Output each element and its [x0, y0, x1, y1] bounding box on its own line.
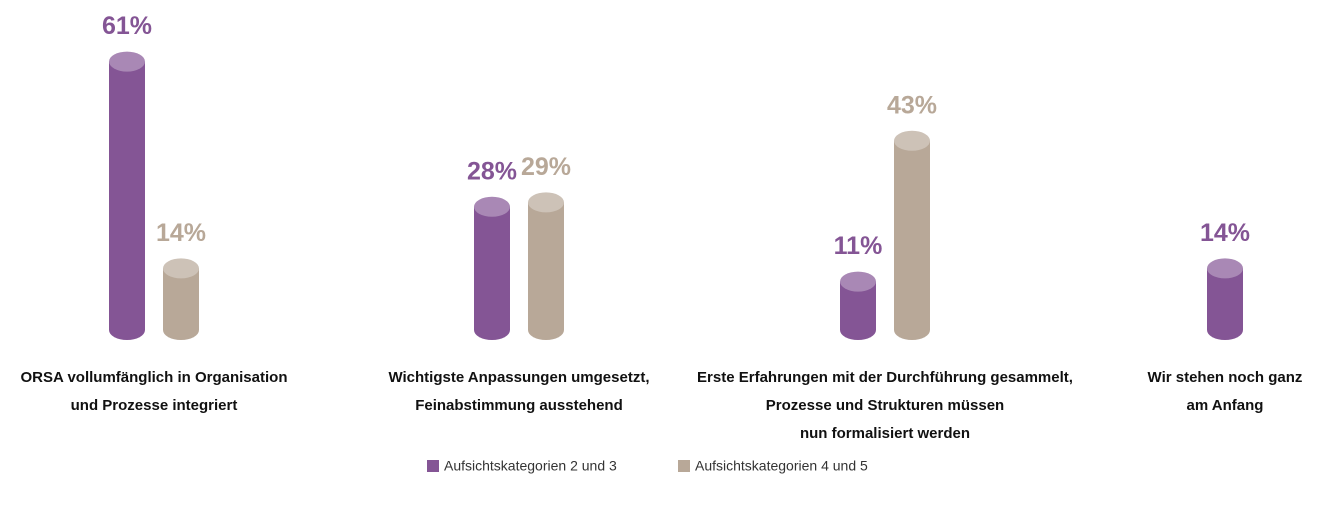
- bar: [528, 192, 564, 340]
- value-label: 29%: [521, 153, 571, 181]
- bar: [894, 130, 930, 340]
- bar-cap: [840, 271, 876, 292]
- x-tick-label: Wir stehen noch ganz: [1148, 369, 1303, 386]
- bar-cap: [894, 130, 930, 151]
- x-tick-label: nun formalisiert werden: [800, 425, 970, 442]
- bar-cap: [109, 51, 145, 72]
- bar: [474, 196, 510, 340]
- bar-body: [163, 268, 199, 340]
- value-label: 14%: [156, 219, 206, 247]
- value-label: 61%: [102, 12, 152, 40]
- bar-cap: [163, 258, 199, 279]
- x-tick-label: Feinabstimmung ausstehend: [415, 397, 623, 414]
- bar: [163, 258, 199, 340]
- bar-body: [894, 140, 930, 340]
- x-tick-label: am Anfang: [1187, 397, 1264, 414]
- x-tick-label: Wichtigste Anpassungen umgesetzt,: [388, 369, 649, 386]
- bar-body: [840, 281, 876, 340]
- bar: [109, 51, 145, 340]
- bar-cap: [528, 192, 564, 213]
- value-label: 11%: [834, 232, 883, 260]
- legend-swatch: [427, 460, 439, 472]
- legend-label: Aufsichtskategorien 2 und 3: [444, 458, 617, 474]
- legend-swatch: [678, 460, 690, 472]
- bar-cap: [1207, 258, 1243, 279]
- bar: [840, 271, 876, 340]
- value-label: 43%: [887, 91, 937, 119]
- legend-label: Aufsichtskategorien 4 und 5: [695, 458, 868, 474]
- x-tick-label: ORSA vollumfänglich in Organisation: [21, 369, 288, 386]
- value-label: 28%: [467, 157, 517, 185]
- bar-body: [109, 61, 145, 340]
- bar-body: [474, 206, 510, 340]
- x-tick-label: Erste Erfahrungen mit der Durchführung g…: [697, 369, 1073, 386]
- bar: [1207, 258, 1243, 340]
- bar-cap: [474, 196, 510, 217]
- x-tick-label: Prozesse und Strukturen müssen: [766, 397, 1004, 414]
- bar-body: [528, 202, 564, 340]
- bar-body: [1207, 268, 1243, 340]
- value-label: 14%: [1200, 219, 1250, 247]
- x-tick-label: und Prozesse integriert: [71, 397, 238, 414]
